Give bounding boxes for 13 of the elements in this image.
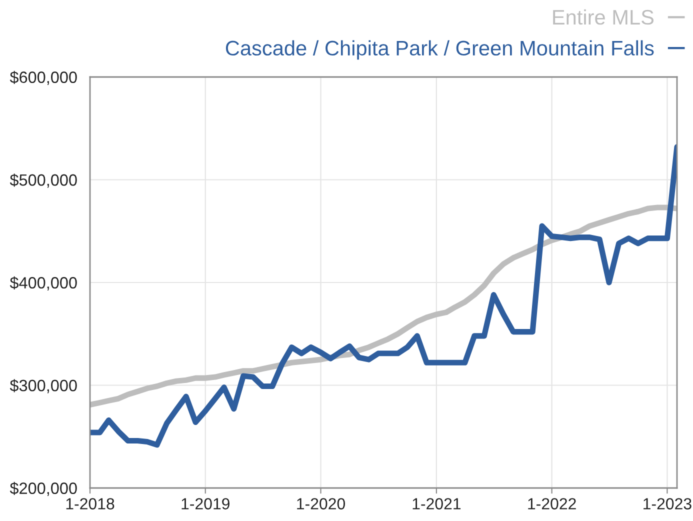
y-tick-label: $200,000: [10, 482, 77, 496]
x-tick-label: 1-2019: [182, 498, 230, 510]
y-tick-label: $500,000: [10, 174, 77, 188]
y-tick-label: $600,000: [10, 70, 77, 85]
x-tick-label: 1-2023: [644, 498, 692, 510]
legend-label: Cascade / Chipita Park / Green Mountain Falls: [226, 40, 654, 60]
y-tick-label: $400,000: [10, 276, 77, 290]
y-tick-label: $300,000: [10, 379, 77, 394]
x-tick-label: 1-2021: [412, 498, 461, 510]
x-tick-label: 1-2020: [297, 498, 345, 510]
legend-label: Entire MLS: [553, 9, 654, 25]
x-tick-label: 1-2018: [66, 498, 114, 510]
x-tick-label: 1-2022: [528, 498, 576, 510]
